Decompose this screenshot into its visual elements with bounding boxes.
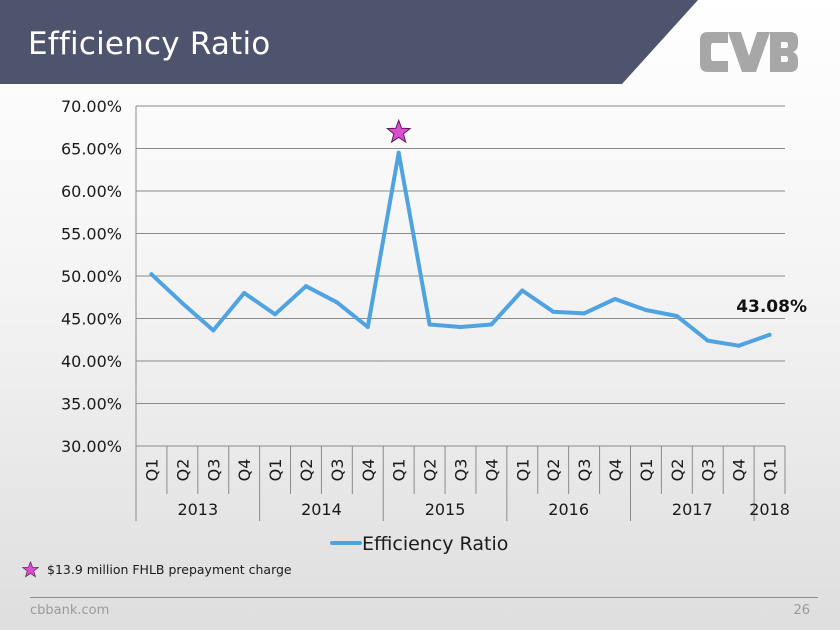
x-tick-label: Q1 <box>266 459 285 482</box>
axis-labels: 30.00% 35.00% 40.00% 45.00% 50.00% 55.00% 60.0… <box>61 97 790 519</box>
data-point <box>180 301 185 306</box>
legend-label: Efficiency Ratio <box>362 533 508 555</box>
data-point <box>458 325 463 329</box>
annotations: 43.08% <box>385 118 807 317</box>
x-tick-label: Q4 <box>482 459 501 482</box>
x-tick-label: Q1 <box>390 459 409 482</box>
series-layer <box>149 150 772 348</box>
page-title: Efficiency Ratio <box>28 26 271 62</box>
data-point <box>427 322 432 327</box>
year-label: 2013 <box>177 500 218 519</box>
star-icon <box>22 560 39 577</box>
x-tick-label: Q3 <box>452 459 471 482</box>
header-background <box>0 0 698 84</box>
year-label: 2018 <box>749 500 790 519</box>
logo-letter-b <box>770 32 798 72</box>
y-tick-label: 30.00% <box>61 437 122 456</box>
x-tick-label: Q2 <box>668 459 687 482</box>
data-point <box>273 312 278 317</box>
x-tick-label: Q3 <box>204 459 223 482</box>
x-tick-label: Q4 <box>730 459 749 482</box>
gridlines <box>136 105 785 447</box>
star-icon <box>385 118 412 144</box>
data-point <box>303 284 308 289</box>
data-point <box>334 300 339 305</box>
data-point <box>365 325 370 329</box>
data-point <box>767 332 772 337</box>
year-label: 2014 <box>301 500 342 519</box>
x-tick-label: Q1 <box>142 459 161 482</box>
y-tick-label: 50.00% <box>61 267 122 286</box>
data-point <box>582 311 587 316</box>
data-point <box>489 322 494 327</box>
y-tick-label: 60.00% <box>61 182 122 201</box>
year-label: 2016 <box>548 500 589 519</box>
y-tick-label: 35.00% <box>61 395 122 414</box>
data-point <box>613 296 618 301</box>
x-tick-label: Q2 <box>297 459 316 482</box>
x-tick-label: Q4 <box>235 459 254 482</box>
page-number: 26 <box>793 603 810 618</box>
x-tick-label: Q1 <box>513 459 532 482</box>
year-label: 2017 <box>672 500 713 519</box>
x-tick-label: Q1 <box>761 459 780 482</box>
x-tick-label: Q3 <box>328 459 347 482</box>
y-tick-label: 55.00% <box>61 225 122 244</box>
axes <box>135 106 786 521</box>
x-tick-label: Q3 <box>575 459 594 482</box>
cvb-logo <box>700 32 798 72</box>
data-point <box>674 313 679 318</box>
x-tick-label: Q4 <box>359 459 378 482</box>
data-point <box>242 291 247 295</box>
footnote-text: $13.9 million FHLB prepayment charge <box>47 561 292 577</box>
y-tick-label: 40.00% <box>61 352 122 371</box>
y-tick-label: 65.00% <box>61 140 122 159</box>
x-tick-label: Q1 <box>637 459 656 482</box>
footer-divider <box>30 597 818 598</box>
data-point <box>149 272 154 277</box>
x-tick-label: Q3 <box>699 459 718 482</box>
data-point <box>396 150 401 155</box>
data-point <box>551 309 556 314</box>
logo-letter-v <box>728 32 770 72</box>
data-point <box>705 338 710 343</box>
data-label: 43.08% <box>736 297 807 317</box>
x-tick-label: Q4 <box>606 459 625 482</box>
x-tick-label: Q2 <box>173 459 192 482</box>
year-label: 2015 <box>425 500 466 519</box>
footer-website[interactable]: cbbank.com <box>30 603 110 618</box>
x-tick-label: Q2 <box>544 459 563 482</box>
y-tick-label: 70.00% <box>61 97 122 116</box>
y-tick-label: 45.00% <box>61 310 122 329</box>
efficiency-ratio-chart: 30.00% 35.00% 40.00% 45.00% 50.00% 55.00% 60.0… <box>61 97 807 555</box>
logo-letter-c <box>700 32 728 72</box>
data-point <box>520 288 525 293</box>
header-band <box>0 0 698 84</box>
footnote: $13.9 million FHLB prepayment charge <box>22 560 292 578</box>
data-point <box>211 328 216 333</box>
data-point <box>643 308 648 312</box>
x-tick-label: Q2 <box>421 459 440 482</box>
data-point <box>736 343 741 348</box>
legend: Efficiency Ratio <box>330 533 508 555</box>
